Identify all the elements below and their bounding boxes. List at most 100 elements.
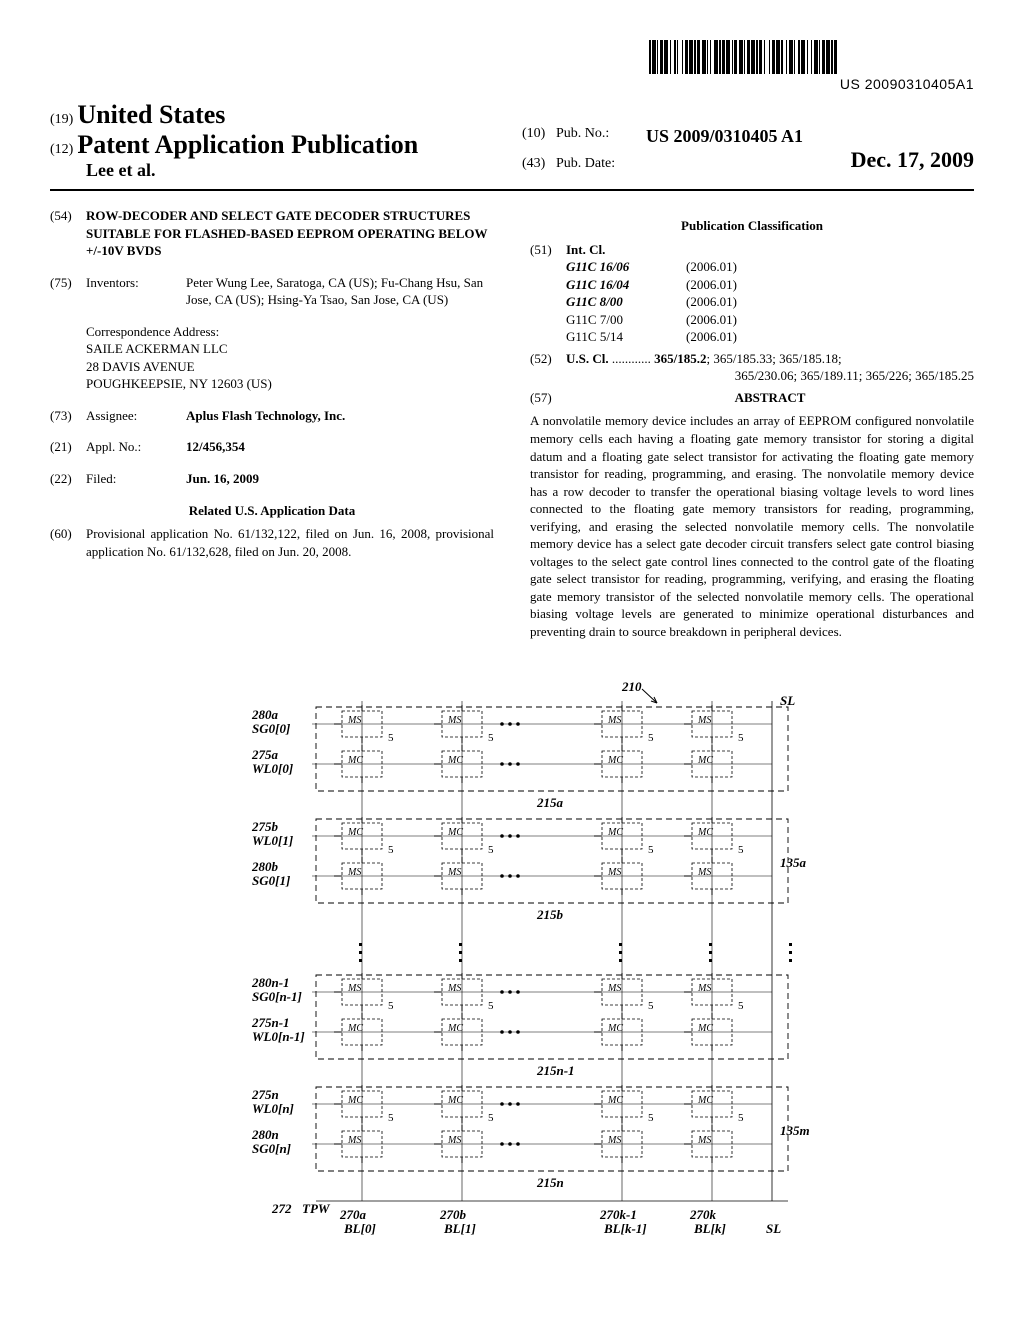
svg-text:MC: MC bbox=[607, 1023, 623, 1034]
pub-date-label: Pub. Date: bbox=[556, 156, 646, 172]
svg-text:270b: 270b bbox=[439, 1207, 467, 1222]
svg-text:280n: 280n bbox=[251, 1127, 279, 1142]
inventors-label: Inventors: bbox=[86, 274, 186, 309]
svg-text:MS: MS bbox=[447, 867, 461, 878]
svg-text:MC: MC bbox=[347, 755, 363, 766]
svg-text:275b: 275b bbox=[251, 819, 279, 834]
svg-text:MS: MS bbox=[697, 1135, 711, 1146]
intcl-year: (2006.01) bbox=[686, 258, 974, 276]
abstract-heading: ABSTRACT bbox=[566, 389, 974, 407]
intcl-year: (2006.01) bbox=[686, 276, 974, 294]
barcode-text: US 20090310405A1 bbox=[50, 76, 974, 92]
intcl-class: G11C 7/00 bbox=[566, 311, 686, 329]
svg-text:280a: 280a bbox=[251, 707, 279, 722]
svg-text:5: 5 bbox=[488, 1000, 494, 1012]
intcl-year: (2006.01) bbox=[686, 293, 974, 311]
svg-text:272: 272 bbox=[271, 1201, 292, 1216]
uscl-label: U.S. Cl. bbox=[566, 351, 609, 366]
uscl-rest: ; 365/185.33; 365/185.18; bbox=[707, 351, 842, 366]
svg-text:5: 5 bbox=[488, 1112, 494, 1124]
svg-text:WL0[n-1]: WL0[n-1] bbox=[252, 1029, 305, 1044]
svg-text:5: 5 bbox=[648, 1112, 654, 1124]
svg-text:215n-1: 215n-1 bbox=[536, 1063, 575, 1078]
uscl-dots: ............ bbox=[609, 351, 655, 366]
intcl-year: (2006.01) bbox=[686, 311, 974, 329]
figure: 210 SL 280aSG0[0] MS MS MS MS 275aWL0[0] MC MC MC M… bbox=[50, 671, 974, 1254]
svg-text:215a: 215a bbox=[536, 795, 564, 810]
corr-line1: SAILE ACKERMAN LLC bbox=[86, 340, 494, 358]
svg-text:275a: 275a bbox=[251, 747, 279, 762]
svg-text:5: 5 bbox=[648, 732, 654, 744]
svg-text:270a: 270a bbox=[339, 1207, 367, 1222]
svg-text:SG0[n]: SG0[n] bbox=[252, 1141, 291, 1156]
code-21: (21) bbox=[50, 438, 86, 456]
svg-text:BL[0]: BL[0] bbox=[343, 1221, 376, 1236]
publication-header: (19) United States (12) Patent Applicati… bbox=[50, 100, 974, 191]
svg-text:MS: MS bbox=[697, 983, 711, 994]
svg-text:MS: MS bbox=[447, 1135, 461, 1146]
svg-text:135m: 135m bbox=[780, 1123, 810, 1138]
abstract-text: A nonvolatile memory device includes an … bbox=[530, 412, 974, 640]
svg-text:5: 5 bbox=[388, 732, 394, 744]
svg-text:MC: MC bbox=[607, 827, 623, 838]
svg-text:MC: MC bbox=[447, 827, 463, 838]
svg-text:MS: MS bbox=[447, 983, 461, 994]
corr-line2: 28 DAVIS AVENUE bbox=[86, 358, 494, 376]
circuit-diagram-icon: 210 SL 280aSG0[0] MS MS MS MS 275aWL0[0] MC MC MC M… bbox=[202, 671, 822, 1249]
svg-text:MC: MC bbox=[347, 1023, 363, 1034]
svg-text:5: 5 bbox=[738, 732, 744, 744]
svg-text:WL0[0]: WL0[0] bbox=[252, 761, 293, 776]
svg-text:SG0[1]: SG0[1] bbox=[252, 873, 290, 888]
svg-text:280n-1: 280n-1 bbox=[251, 975, 290, 990]
svg-text:MC: MC bbox=[447, 1095, 463, 1106]
svg-text:5: 5 bbox=[738, 1112, 744, 1124]
svg-text:MS: MS bbox=[347, 867, 361, 878]
svg-text:MC: MC bbox=[697, 1095, 713, 1106]
filed-body: Jun. 16, 2009 bbox=[186, 470, 494, 488]
svg-text:MS: MS bbox=[697, 715, 711, 726]
svg-text:BL[k]: BL[k] bbox=[693, 1221, 726, 1236]
code-75: (75) bbox=[50, 274, 86, 309]
svg-text:MC: MC bbox=[447, 1023, 463, 1034]
uscl-bold: 365/185.2 bbox=[654, 351, 706, 366]
svg-text:5: 5 bbox=[388, 1000, 394, 1012]
svg-text:WL0[1]: WL0[1] bbox=[252, 833, 293, 848]
bibliographic-data: (54) ROW-DECODER AND SELECT GATE DECODER… bbox=[50, 207, 974, 641]
svg-text:BL[k-1]: BL[k-1] bbox=[603, 1221, 647, 1236]
code-57: (57) bbox=[530, 389, 566, 407]
country: United States bbox=[77, 100, 225, 129]
svg-text:MC: MC bbox=[447, 755, 463, 766]
filed-label: Filed: bbox=[86, 470, 186, 488]
applno-body: 12/456,354 bbox=[186, 438, 494, 456]
svg-text:MS: MS bbox=[697, 867, 711, 878]
svg-text:SG0[0]: SG0[0] bbox=[252, 721, 290, 736]
inventors-short: Lee et al. bbox=[86, 160, 155, 180]
svg-text:5: 5 bbox=[388, 844, 394, 856]
code-54: (54) bbox=[50, 207, 86, 260]
intcl-rows: G11C 16/06(2006.01)G11C 16/04(2006.01)G1… bbox=[566, 258, 974, 346]
correspondence: Correspondence Address: SAILE ACKERMAN L… bbox=[86, 323, 494, 393]
svg-text:TPW: TPW bbox=[302, 1201, 331, 1216]
svg-text:SL: SL bbox=[766, 1221, 781, 1236]
intcl-class: G11C 16/04 bbox=[566, 276, 686, 294]
svg-text:WL0[n]: WL0[n] bbox=[252, 1101, 294, 1116]
code-22: (22) bbox=[50, 470, 86, 488]
svg-text:MS: MS bbox=[607, 867, 621, 878]
uscl: U.S. Cl. ............ 365/185.2; 365/185… bbox=[566, 350, 974, 385]
svg-text:MS: MS bbox=[607, 983, 621, 994]
code-12: (12) bbox=[50, 142, 73, 157]
svg-text:SG0[n-1]: SG0[n-1] bbox=[252, 989, 302, 1004]
svg-text:MC: MC bbox=[347, 827, 363, 838]
corr-label: Correspondence Address: bbox=[86, 323, 494, 341]
svg-text:5: 5 bbox=[648, 844, 654, 856]
publication-title: Patent Application Publication bbox=[77, 130, 418, 159]
pub-no: US 2009/0310405 A1 bbox=[646, 126, 803, 147]
code-60: (60) bbox=[50, 525, 86, 560]
barcode-region: US 20090310405A1 bbox=[50, 40, 974, 92]
svg-text:210: 210 bbox=[621, 679, 642, 694]
code-43: (43) bbox=[522, 156, 556, 172]
related-heading: Related U.S. Application Data bbox=[50, 502, 494, 520]
pub-no-label: Pub. No.: bbox=[556, 126, 646, 147]
intcl-year: (2006.01) bbox=[686, 328, 974, 346]
svg-text:5: 5 bbox=[648, 1000, 654, 1012]
